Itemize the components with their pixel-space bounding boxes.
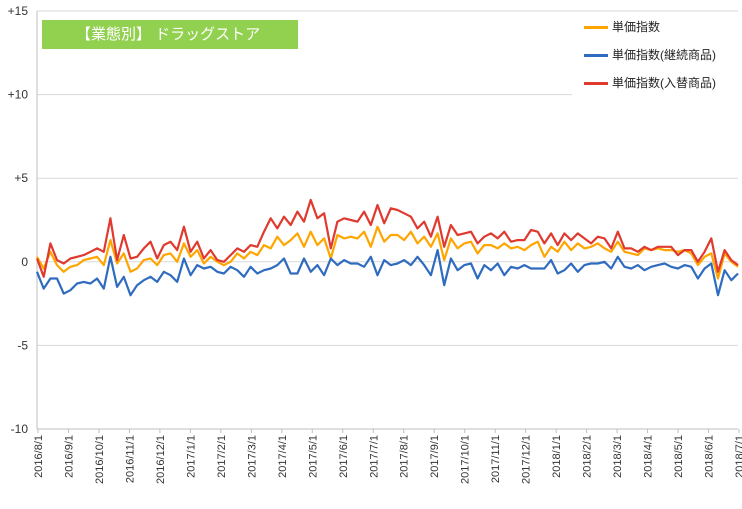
x-tick-label: 2017/12/1 — [521, 435, 533, 484]
x-tick-label: 2017/10/1 — [460, 435, 472, 484]
x-tick-label: 2016/11/1 — [124, 435, 136, 483]
legend-item-price-index: 単価指数 — [572, 16, 738, 44]
x-tick-label: 2018/4/1 — [643, 435, 655, 478]
x-tick-label: 2018/7/1 — [734, 435, 742, 478]
legend-swatch-price-index — [584, 26, 608, 29]
series-line-price-index — [36, 225, 739, 280]
legend-item-replacement-products: 単価指数(入替商品) — [572, 72, 738, 100]
x-tick-label: 2017/9/1 — [429, 435, 441, 478]
x-tick-label: 2016/8/1 — [33, 435, 45, 478]
y-tick-label: 0 — [21, 255, 28, 269]
legend-swatch-continuing-products — [584, 54, 608, 57]
x-tick-label: 2017/8/1 — [399, 435, 411, 478]
y-tick-label: +10 — [8, 88, 29, 102]
x-tick-label: 2016/12/1 — [155, 435, 167, 484]
legend-swatch-replacement-products — [584, 82, 608, 85]
legend-label-price-index: 単価指数 — [612, 20, 661, 34]
x-tick-label: 2017/4/1 — [277, 435, 289, 478]
y-tick-label: -5 — [17, 338, 28, 352]
y-tick-label: +5 — [14, 171, 28, 185]
x-tick-label: 2017/2/1 — [216, 435, 228, 478]
x-tick-label: 2018/1/1 — [551, 435, 563, 478]
y-tick-label: +15 — [8, 4, 29, 18]
x-tick-label: 2017/11/1 — [490, 435, 502, 483]
y-tick-label: -10 — [11, 422, 29, 436]
legend-item-continuing-products: 単価指数(継続商品) — [572, 44, 738, 72]
legend: 単価指数 単価指数(継続商品) 単価指数(入替商品) — [572, 16, 738, 100]
legend-label-continuing-products: 単価指数(継続商品) — [612, 48, 716, 62]
series-line-replacement-products — [35, 198, 739, 278]
x-tick-label: 2017/6/1 — [338, 435, 350, 478]
x-tick-label: 2017/5/1 — [307, 435, 319, 478]
x-tick-label: 2016/9/1 — [63, 435, 75, 478]
x-tick-label: 2017/7/1 — [368, 435, 380, 478]
x-tick-label: 2018/5/1 — [673, 435, 685, 478]
x-tick-label: 2016/10/1 — [94, 435, 106, 484]
chart-title: 【業態別】 ドラッグストア — [42, 20, 298, 49]
series-line-continuing-products — [35, 249, 739, 297]
x-tick-label: 2018/3/1 — [612, 435, 624, 478]
legend-label-replacement-products: 単価指数(入替商品) — [612, 76, 716, 90]
x-tick-label: 2018/2/1 — [582, 435, 594, 478]
x-tick-label: 2017/3/1 — [246, 435, 258, 478]
x-tick-label: 2018/6/1 — [704, 435, 716, 478]
x-tick-label: 2017/1/1 — [185, 435, 197, 478]
